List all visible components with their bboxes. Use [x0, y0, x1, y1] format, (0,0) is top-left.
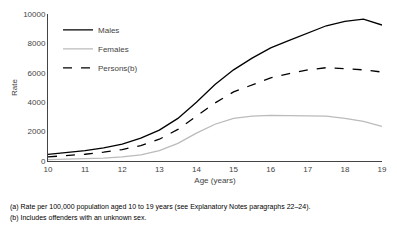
svg-text:(a) Rate per 100,000 populatio: (a) Rate per 100,000 population aged 10 …: [10, 203, 310, 211]
svg-text:17: 17: [303, 165, 312, 174]
svg-text:11: 11: [81, 165, 90, 174]
svg-text:4000: 4000: [28, 98, 46, 107]
svg-text:19: 19: [378, 165, 387, 174]
svg-text:14: 14: [192, 165, 201, 174]
svg-text:12: 12: [118, 165, 127, 174]
svg-text:Males: Males: [98, 26, 119, 35]
svg-text:15: 15: [229, 165, 238, 174]
svg-text:0: 0: [41, 157, 46, 166]
svg-text:6000: 6000: [28, 69, 46, 78]
svg-text:13: 13: [155, 165, 164, 174]
svg-text:Females: Females: [98, 45, 129, 54]
svg-text:Persons(b): Persons(b): [98, 64, 137, 73]
svg-text:(b) Includes offenders with an: (b) Includes offenders with an unknown s…: [10, 214, 147, 222]
svg-text:2000: 2000: [28, 127, 46, 136]
svg-text:10000: 10000: [23, 10, 46, 19]
svg-text:8000: 8000: [28, 39, 46, 48]
svg-text:Rate: Rate: [10, 79, 19, 96]
svg-text:18: 18: [340, 165, 349, 174]
svg-text:Age (years): Age (years): [194, 176, 236, 185]
svg-text:10: 10: [44, 165, 53, 174]
svg-text:16: 16: [266, 165, 275, 174]
